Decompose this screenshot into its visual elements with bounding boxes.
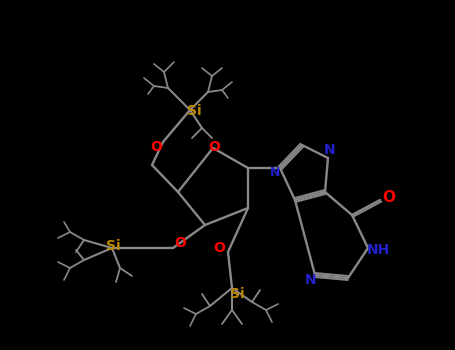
Text: Si: Si [230, 287, 244, 301]
Text: O: O [174, 236, 186, 250]
Text: O: O [383, 190, 395, 205]
Text: O: O [208, 140, 220, 154]
Text: Si: Si [106, 239, 120, 253]
Text: NH: NH [366, 243, 389, 257]
Text: N: N [270, 166, 280, 178]
Text: N: N [324, 143, 336, 157]
Text: O: O [213, 241, 225, 255]
Text: N: N [305, 273, 317, 287]
Text: Si: Si [187, 104, 201, 118]
Text: O: O [150, 140, 162, 154]
